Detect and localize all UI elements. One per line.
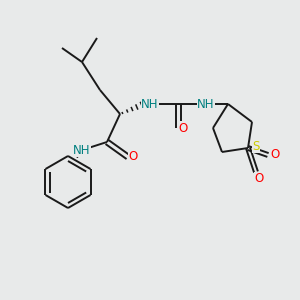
Text: O: O bbox=[254, 172, 264, 185]
Text: NH: NH bbox=[73, 143, 91, 157]
Text: O: O bbox=[178, 122, 188, 134]
Text: O: O bbox=[128, 151, 138, 164]
Text: S: S bbox=[252, 140, 260, 152]
Text: NH: NH bbox=[141, 98, 159, 110]
Text: NH: NH bbox=[197, 98, 215, 110]
Text: O: O bbox=[270, 148, 280, 161]
